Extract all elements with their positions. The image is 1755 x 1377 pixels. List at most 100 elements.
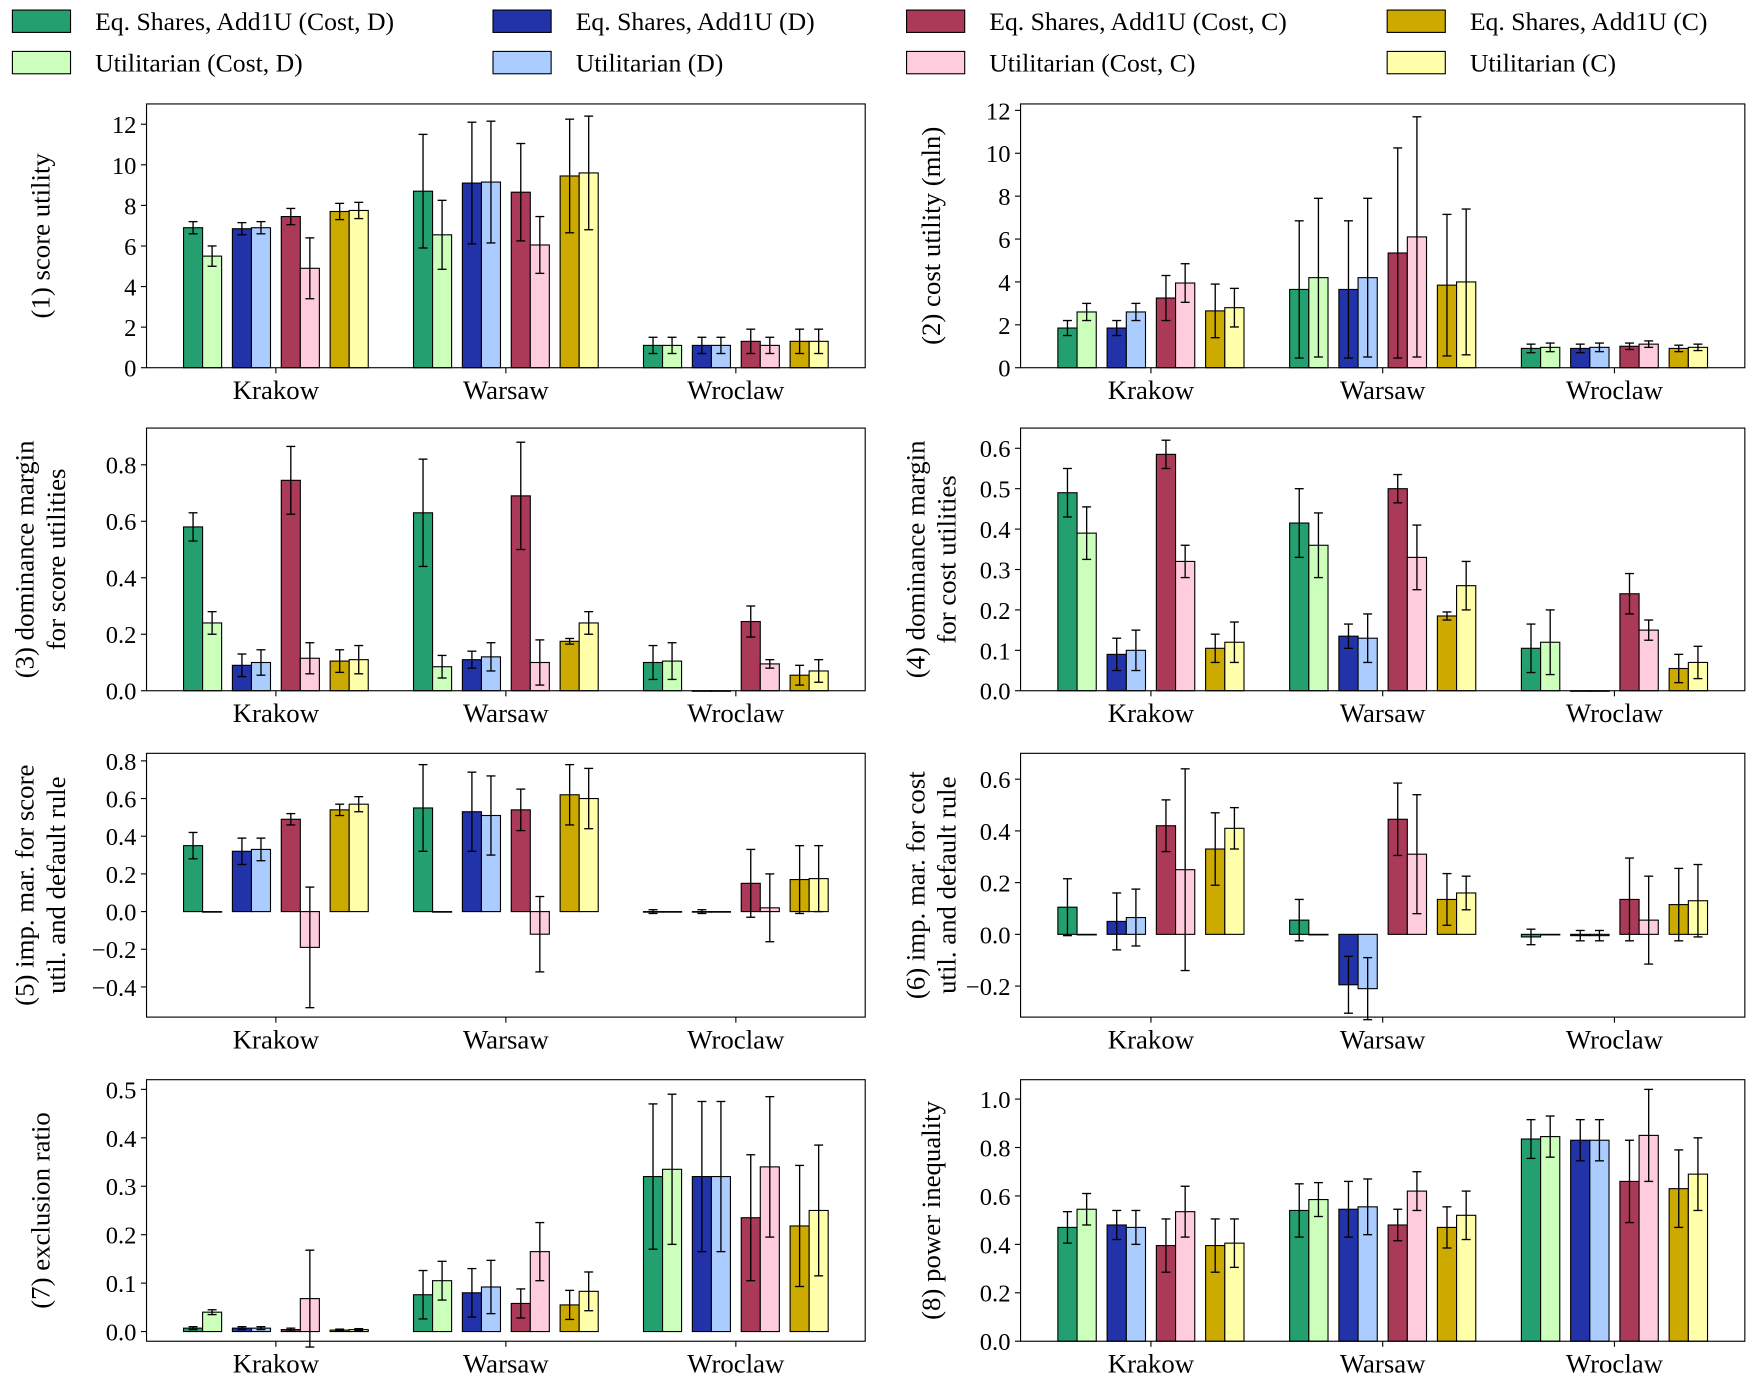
legend-label: Utilitarian (C) bbox=[1470, 49, 1616, 78]
y-tick-label: 0.0 bbox=[980, 679, 1011, 706]
plot-frame bbox=[1020, 1079, 1746, 1342]
y-axis-label: (2) cost utility (mln) bbox=[916, 127, 946, 345]
x-tick-label: Krakow bbox=[233, 1024, 320, 1054]
legend-swatch bbox=[1386, 50, 1446, 75]
plot-frame bbox=[1020, 103, 1746, 369]
x-tick-label: Wroclaw bbox=[687, 1349, 785, 1377]
y-tick-label: 1.0 bbox=[980, 1087, 1011, 1114]
y-tick-label: 4 bbox=[998, 270, 1010, 297]
x-tick-label: Wroclaw bbox=[687, 375, 785, 405]
y-tick-label: 0.3 bbox=[106, 1174, 137, 1201]
y-tick-label: 0.5 bbox=[106, 1077, 137, 1104]
x-tick-label: Wroclaw bbox=[687, 1024, 785, 1054]
x-tick-label: Wroclaw bbox=[1566, 698, 1664, 728]
bar bbox=[1570, 1139, 1591, 1342]
y-tick-label: 6 bbox=[998, 227, 1010, 254]
y-tick-label: 0.6 bbox=[980, 1184, 1011, 1211]
x-tick-label: Warsaw bbox=[463, 698, 549, 728]
legend-swatch bbox=[1386, 9, 1446, 33]
x-tick-label: Warsaw bbox=[1340, 1349, 1426, 1377]
y-tick-label: 0.0 bbox=[106, 679, 137, 706]
y-tick-label: 0 bbox=[124, 356, 136, 383]
y-tick-label: 0.1 bbox=[106, 1271, 137, 1298]
bar bbox=[432, 911, 453, 913]
x-tick-label: Krakow bbox=[233, 375, 320, 405]
legend-label: Eq. Shares, Add1U (C) bbox=[1470, 7, 1708, 36]
x-tick-label: Krakow bbox=[233, 698, 320, 728]
bar bbox=[280, 818, 301, 913]
y-tick-label: 2 bbox=[998, 313, 1010, 340]
x-tick-label: Wroclaw bbox=[1566, 1024, 1664, 1054]
bar bbox=[1436, 615, 1458, 692]
y-tick-label: 0.6 bbox=[106, 509, 137, 536]
y-tick-label: 0.3 bbox=[980, 557, 1011, 584]
bar bbox=[559, 640, 580, 692]
x-tick-label: Warsaw bbox=[463, 375, 549, 405]
bar bbox=[1406, 1190, 1428, 1342]
y-axis-label: (3) dominance margin bbox=[10, 441, 40, 679]
x-tick-label: Krakow bbox=[1108, 698, 1195, 728]
bar bbox=[202, 911, 223, 913]
y-tick-label: −0.2 bbox=[966, 974, 1011, 1001]
y-axis-label: (5) imp. mar. for score bbox=[10, 765, 40, 1006]
y-tick-label: 0.5 bbox=[980, 477, 1011, 504]
y-tick-label: 0.2 bbox=[980, 598, 1011, 625]
y-tick-label: 0.4 bbox=[980, 1232, 1011, 1259]
x-tick-label: Wroclaw bbox=[1566, 375, 1664, 405]
bar bbox=[348, 803, 369, 913]
y-tick-label: 0.0 bbox=[980, 1329, 1011, 1356]
plot-frame bbox=[1020, 752, 1746, 1018]
y-tick-label: 0.4 bbox=[106, 566, 137, 593]
bar bbox=[182, 526, 204, 692]
y-tick-label: 12 bbox=[986, 98, 1011, 125]
subplot-4: Krakow Warsaw Wroclaw 0.0 0.1 0.2 0.3 0.4 0.5 0.6… bbox=[900, 427, 1746, 728]
legend: Eq. Shares, Add1U (Cost, D) Utilitarian (… bbox=[11, 7, 1708, 78]
bar bbox=[182, 227, 204, 369]
legend-label: Utilitarian (Cost, D) bbox=[95, 49, 303, 78]
legend-swatch bbox=[906, 50, 966, 75]
bar bbox=[1057, 492, 1078, 692]
y-tick-label: 0.2 bbox=[106, 1223, 137, 1250]
y-tick-label: 2 bbox=[124, 315, 136, 342]
y-axis-label: (8) power inequality bbox=[916, 1100, 946, 1319]
legend-swatch bbox=[492, 9, 552, 33]
y-tick-label: 0 bbox=[998, 356, 1010, 383]
legend-swatch bbox=[11, 50, 72, 75]
subplot-5: Krakow Warsaw Wroclaw −0.4 −0.2 0.0 0.2 0.4 0.6 0… bbox=[10, 749, 866, 1054]
bar bbox=[1174, 560, 1196, 692]
legend-swatch bbox=[906, 9, 966, 33]
subplot-6: Krakow Warsaw Wroclaw −0.2 0.0 0.2 0.4 0.6 (6) i… bbox=[900, 752, 1746, 1054]
y-tick-label: 0.6 bbox=[980, 436, 1011, 463]
y-axis-label: util. and default rule bbox=[41, 777, 71, 994]
bar bbox=[1308, 1199, 1329, 1342]
y-tick-label: 0.2 bbox=[106, 862, 137, 889]
y-tick-label: −0.4 bbox=[92, 975, 137, 1002]
y-tick-label: 0.2 bbox=[980, 1281, 1011, 1308]
y-tick-label: 0.4 bbox=[980, 819, 1011, 846]
y-tick-label: 4 bbox=[124, 275, 136, 302]
y-tick-label: 0.0 bbox=[980, 922, 1011, 949]
bar bbox=[1155, 453, 1177, 692]
x-tick-label: Warsaw bbox=[1340, 1024, 1426, 1054]
x-tick-label: Wroclaw bbox=[687, 698, 785, 728]
y-tick-label: 8 bbox=[998, 184, 1010, 211]
bar bbox=[1106, 1224, 1127, 1342]
y-tick-label: 0.0 bbox=[106, 900, 137, 927]
legend-swatch bbox=[11, 9, 72, 33]
legend-label: Utilitarian (D) bbox=[576, 49, 724, 78]
bar bbox=[348, 209, 369, 369]
bar bbox=[1540, 933, 1561, 936]
x-tick-label: Krakow bbox=[1108, 375, 1195, 405]
y-tick-label: 0.8 bbox=[980, 1135, 1011, 1162]
plot-frame bbox=[145, 103, 866, 369]
y-tick-label: 0.6 bbox=[980, 767, 1011, 794]
bar bbox=[202, 255, 223, 369]
y-axis-label: (1) score utility bbox=[25, 153, 55, 319]
bar bbox=[710, 911, 732, 913]
plot-frame bbox=[145, 427, 866, 692]
x-tick-label: Warsaw bbox=[1340, 375, 1426, 405]
y-tick-label: 12 bbox=[112, 112, 137, 139]
y-axis-label: (6) imp. mar. for cost bbox=[900, 771, 930, 999]
bar bbox=[1057, 1226, 1078, 1342]
